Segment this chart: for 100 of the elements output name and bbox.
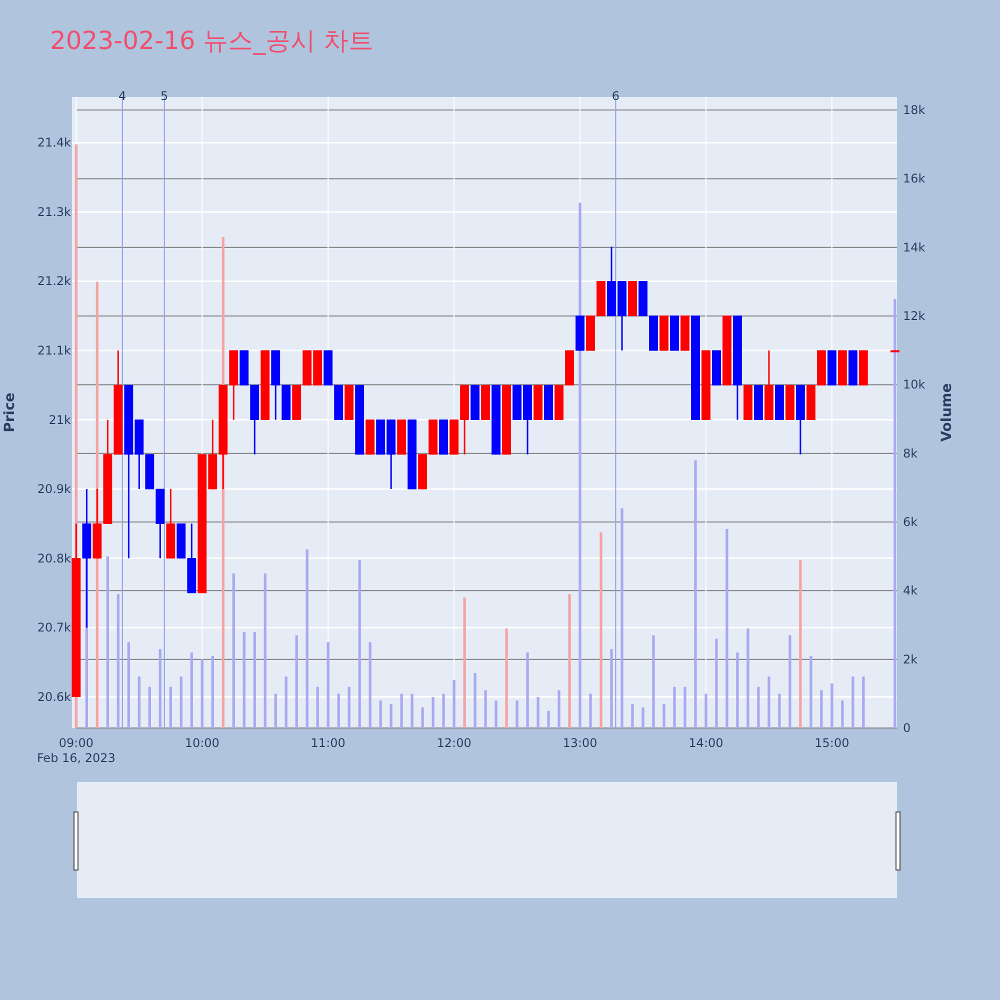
y-tick-label: 20.9k <box>37 482 72 496</box>
bar <box>810 656 812 728</box>
bar <box>642 707 644 728</box>
x-tick-label: 10:00 <box>184 736 220 750</box>
x-tick-label: 15:00 <box>814 736 850 750</box>
x-tick-label: 12:00 <box>436 736 472 750</box>
bar <box>452 680 456 728</box>
bar <box>600 532 602 728</box>
bar <box>715 638 718 728</box>
bar <box>284 676 288 728</box>
y2-tick-label: 0 <box>903 721 911 735</box>
y-tick-label: 21.1k <box>37 344 72 358</box>
bar <box>788 635 792 728</box>
bar <box>578 202 582 728</box>
bar <box>180 676 182 728</box>
bar <box>505 628 508 728</box>
bar <box>190 652 193 728</box>
bar <box>390 704 392 728</box>
bar <box>106 556 109 728</box>
y2-tick-label: 14k <box>903 240 926 254</box>
bar <box>463 598 466 728</box>
bar <box>894 298 896 728</box>
bar <box>662 704 666 728</box>
bar <box>358 560 361 728</box>
bar <box>516 700 518 728</box>
bar <box>442 694 445 728</box>
y2-tick-label: 12k <box>903 309 926 324</box>
bar <box>127 642 130 728</box>
x-tick-label: 11:00 <box>310 736 346 750</box>
y2-tick-label: 6k <box>903 515 918 530</box>
bar <box>589 694 592 728</box>
y-axis-title: Price <box>2 392 18 432</box>
bar <box>138 676 140 728</box>
y-tick-label: 20.6k <box>37 690 72 704</box>
bar <box>400 694 403 728</box>
bar <box>652 635 655 728</box>
y2-tick-label: 16k <box>903 172 926 186</box>
bar <box>852 676 854 728</box>
bar <box>673 686 676 728</box>
bar <box>158 649 162 728</box>
bar <box>726 528 728 728</box>
bar <box>694 460 697 728</box>
y-tick-label: 21.2k <box>37 274 72 288</box>
y-tick-label: 20.8k <box>37 551 72 566</box>
bar <box>116 594 120 728</box>
bar <box>264 574 266 728</box>
bar <box>830 683 834 728</box>
bar <box>778 694 781 728</box>
bar <box>768 676 770 728</box>
bar <box>526 652 529 728</box>
bar <box>558 690 560 728</box>
chart-title: 2023-02-16 뉴스_공시 차트 <box>50 26 374 55</box>
bar <box>326 642 330 728</box>
bar <box>169 686 172 728</box>
y2-tick-label: 2k <box>903 652 918 666</box>
ref-line-label: 5 <box>160 89 168 103</box>
bar <box>337 694 340 728</box>
bar <box>746 628 750 728</box>
bar <box>536 697 540 728</box>
text: Feb 16, 2023 <box>36 751 116 765</box>
bar <box>484 690 487 728</box>
bar <box>820 690 823 728</box>
bar <box>799 560 802 728</box>
bar <box>253 632 256 728</box>
bar <box>242 632 246 728</box>
bar <box>232 574 235 728</box>
ref-line-label: 4 <box>118 89 126 103</box>
y2-tick-label: 10k <box>903 378 926 392</box>
y-tick-label: 21.4k <box>37 136 72 150</box>
bar <box>306 549 308 728</box>
bar <box>148 686 151 728</box>
bar <box>494 700 498 728</box>
bar <box>348 686 350 728</box>
bar <box>274 694 277 728</box>
y2-axis-title: Volume <box>939 383 955 442</box>
bar <box>200 659 204 728</box>
bar <box>610 649 613 728</box>
bar <box>432 697 434 728</box>
bar <box>379 700 382 728</box>
y-tick-label: 20.7k <box>37 620 72 635</box>
y2-tick-label: 18k <box>903 103 926 118</box>
bar <box>421 707 424 728</box>
y2-tick-label: 4k <box>903 584 918 598</box>
y-tick-label: 21k <box>48 412 72 427</box>
bar <box>295 635 298 728</box>
bar <box>410 694 414 728</box>
x-tick-label: 13:00 <box>562 736 598 750</box>
y-tick-label: 21.3k <box>37 204 72 219</box>
bar <box>862 676 865 728</box>
bar <box>547 710 550 728</box>
bar <box>316 686 319 728</box>
bar <box>757 686 760 728</box>
bar <box>684 686 686 728</box>
bar <box>631 704 634 728</box>
bar <box>568 594 571 728</box>
x-tick-label: 09:00 <box>58 736 94 750</box>
bar <box>736 652 739 728</box>
bar <box>474 673 476 728</box>
bar <box>620 508 624 728</box>
bar <box>841 700 844 728</box>
